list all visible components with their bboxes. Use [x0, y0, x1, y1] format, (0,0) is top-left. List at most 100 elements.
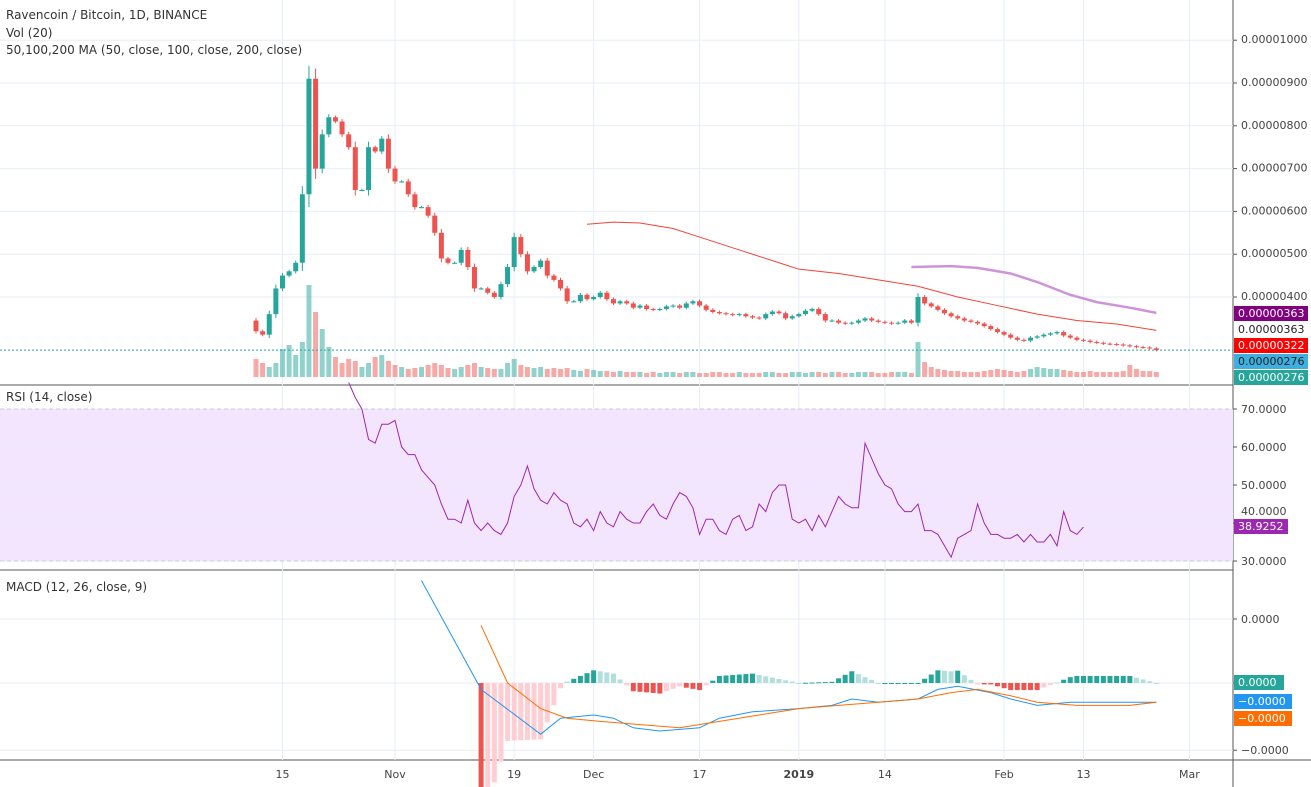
candle-body [372, 147, 378, 152]
volume-bar [531, 368, 537, 377]
macd-histogram-bar [955, 670, 961, 683]
volume-bar [1028, 369, 1034, 377]
volume-bar [478, 367, 484, 377]
candle-body [730, 314, 736, 316]
rsi-tick-label: 50.0000 [1241, 479, 1287, 492]
axes: 15 Nov 19 Dec 17 2019 14 Feb 13 Mar 0.00001000 0.00… [275, 33, 1307, 781]
x-tick-label: Dec [583, 768, 604, 781]
volume-bar [1140, 371, 1146, 377]
macd-histogram-bar [809, 682, 815, 684]
macd-histogram-bar [862, 677, 868, 683]
macd-histogram-bar [968, 679, 974, 683]
candle-body [438, 232, 444, 259]
candle-body [286, 271, 292, 276]
macd-value-tag: −0.0000 [1234, 694, 1292, 709]
macd-histogram-bar [829, 681, 835, 683]
candles [0, 65, 1233, 352]
candle-body [935, 306, 941, 310]
macd-histogram-bar [518, 683, 524, 741]
volume-bar [372, 357, 378, 377]
macd-histogram-bar [1100, 675, 1106, 683]
volume-bar [955, 371, 961, 377]
macd-histogram-bar [869, 680, 875, 683]
volume-bar [796, 372, 802, 377]
macd-histogram-bar [538, 683, 544, 740]
volume-bar [915, 342, 921, 377]
candle-body [571, 301, 577, 303]
volume-bar [816, 372, 822, 377]
volume-bar [849, 373, 855, 377]
macd-histogram-bar [690, 683, 696, 689]
volume-bar [412, 368, 418, 377]
volume-bar [498, 369, 504, 377]
macd-histogram-bar [875, 683, 881, 684]
candle-body [544, 260, 550, 276]
volume-bar [359, 367, 365, 377]
volume-bar [571, 370, 577, 377]
volume-bar [1008, 371, 1014, 377]
volume-bar [260, 363, 266, 377]
candle-body [564, 288, 570, 302]
macd-histogram-bar [889, 683, 895, 684]
volume-bar [756, 373, 762, 377]
volume-bar [988, 370, 994, 377]
macd-histogram-bar [1008, 683, 1014, 691]
macd-histogram-bar [1107, 675, 1113, 683]
volume-bar [392, 365, 398, 377]
volume-bar [723, 373, 729, 377]
volume-bar [981, 371, 987, 377]
candle-body [591, 297, 597, 300]
macd-histogram-bar [703, 683, 709, 686]
x-tick-label: 15 [275, 768, 289, 781]
macd-tick-label: −0.0000 [1241, 744, 1289, 757]
candle-body [968, 320, 974, 322]
macd-histogram-bar [597, 671, 603, 683]
candle-body [610, 299, 616, 304]
macd-histogram-bar [1114, 675, 1120, 683]
volume-bar [670, 372, 676, 377]
volume-bar [882, 373, 888, 377]
candle-body [346, 134, 352, 148]
macd-histogram-bar [1127, 675, 1133, 683]
candle-body [597, 292, 603, 297]
macd-histogram-bar [756, 674, 762, 683]
macd-histogram-bar [1054, 682, 1060, 684]
volume-bar [471, 363, 477, 377]
macd-histogram-bar [1047, 683, 1053, 685]
candle-body [279, 275, 285, 289]
volume-bar [1054, 369, 1060, 377]
volume-bar [1001, 370, 1007, 377]
macd-histogram-bar [544, 683, 550, 723]
candle-body [736, 314, 742, 316]
volume-bar [591, 370, 597, 377]
volume-bar [544, 369, 550, 377]
macd-histogram-bar [1147, 681, 1153, 683]
volume-bar [273, 363, 279, 377]
volume-bar [750, 373, 755, 377]
volume-bar [683, 372, 689, 377]
candle-body [1054, 332, 1060, 334]
volume-bar [405, 369, 411, 377]
candle-body [452, 262, 458, 264]
candle-body [756, 317, 762, 319]
macd-histogram-bar [630, 683, 636, 692]
legend-ma: 50,100,200 MA (50, close, 100, close, 20… [6, 43, 303, 57]
macd-histogram-bar [1061, 679, 1067, 683]
volume-bar [491, 369, 497, 377]
macd-histogram-bar [716, 675, 722, 683]
candle-body [1021, 339, 1027, 341]
volume-bar [743, 373, 749, 377]
macd-histogram-bar [736, 674, 742, 683]
macd-histogram-bar [610, 673, 616, 683]
macd-histogram-bar [743, 674, 749, 683]
price-tick-label: 0.00000900 [1241, 76, 1307, 89]
candle-body [524, 254, 530, 272]
macd-histogram-bar [1120, 675, 1126, 683]
candle-body [1140, 347, 1146, 349]
macd-histogram-bar [769, 677, 775, 683]
candle-body [670, 305, 676, 307]
candle-body [941, 309, 947, 314]
candle-body [1120, 344, 1126, 346]
volume-bar [730, 373, 736, 377]
